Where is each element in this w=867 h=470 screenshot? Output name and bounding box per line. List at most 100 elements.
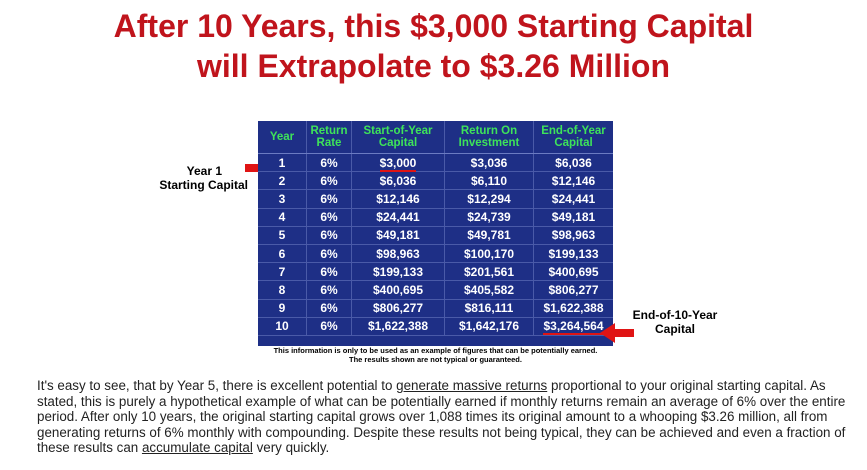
cell-rate: 6% — [306, 317, 352, 336]
table-row: 6 6% $98,963 $100,170 $199,133 — [258, 244, 613, 264]
cell-year-value: 7 — [278, 264, 286, 279]
headline-line-1: After 10 Years, this $3,000 Starting Cap… — [113, 8, 754, 44]
cell-rate: 6% — [306, 262, 352, 282]
cell-rate-value: 6% — [320, 246, 338, 261]
roi-table: Year Return Rate Start-of-Year Capital Ret… — [258, 121, 613, 336]
end-capital-label-line-2: Capital — [654, 322, 695, 336]
cell-end-value: $49,181 — [551, 210, 596, 225]
cell-start: $3,000 — [351, 153, 445, 173]
cell-roi: $24,739 — [444, 208, 534, 227]
table-row: 2 6% $6,036 $6,110 $12,146 — [258, 171, 613, 191]
cell-end: $199,133 — [533, 244, 613, 264]
cell-roi: $12,294 — [444, 189, 534, 209]
end-capital-label: End-of-10-Year Capital — [620, 308, 730, 336]
cell-roi-value: $12,294 — [467, 191, 511, 206]
cell-rate-value: 6% — [320, 282, 338, 297]
year1-label: Year 1 Starting Capital — [150, 164, 248, 192]
cell-start-value: $12,146 — [376, 191, 420, 206]
cell-end-value: $3,264,564 — [543, 319, 604, 336]
cell-rate: 6% — [306, 171, 352, 191]
cell-year-value: 1 — [278, 155, 286, 170]
cell-end-value: $6,036 — [555, 155, 592, 170]
col-header-start: Start-of-Year Capital — [351, 121, 445, 154]
cell-year-value: 8 — [278, 282, 286, 297]
cell-year-value: 5 — [278, 228, 286, 243]
investment-table: Year Return Rate Start-of-Year Capital Ret… — [258, 121, 613, 346]
cell-start: $6,036 — [351, 171, 445, 191]
cell-roi-value: $405,582 — [463, 282, 515, 297]
cell-year: 2 — [258, 171, 307, 191]
cell-start: $199,133 — [351, 262, 445, 282]
cell-roi: $405,582 — [444, 280, 534, 300]
col-header-end: End-of-Year Capital — [533, 121, 613, 154]
cell-year-value: 10 — [275, 319, 289, 334]
cell-end-value: $806,277 — [548, 282, 599, 297]
cell-roi-value: $100,170 — [463, 246, 515, 261]
left-arrow-icon — [600, 323, 634, 343]
cell-rate: 6% — [306, 299, 352, 318]
paragraph-text-3: very quickly. — [252, 440, 330, 455]
cell-start-value: $1,622,388 — [367, 319, 429, 334]
cell-end-value: $24,441 — [551, 191, 596, 206]
cell-end: $12,146 — [533, 171, 613, 191]
cell-roi: $49,781 — [444, 226, 534, 245]
cell-roi-value: $201,561 — [463, 264, 515, 279]
cell-roi: $100,170 — [444, 244, 534, 264]
cell-start: $1,622,388 — [351, 317, 445, 336]
cell-start-value: $24,441 — [376, 210, 420, 225]
cell-year-value: 4 — [278, 210, 286, 225]
cell-rate: 6% — [306, 189, 352, 209]
col-header-year: Year — [258, 121, 307, 154]
cell-start-value: $3,000 — [379, 155, 417, 172]
accumulate-capital-link[interactable]: accumulate capital — [141, 440, 253, 455]
cell-rate: 6% — [306, 208, 352, 227]
cell-start: $806,277 — [351, 299, 445, 318]
table-header-row: Year Return Rate Start-of-Year Capital Ret… — [258, 121, 613, 154]
end-capital-label-line-1: End-of-10-Year — [632, 308, 718, 322]
generate-massive-returns-link[interactable]: generate massive returns — [396, 378, 548, 393]
table-row: 9 6% $806,277 $816,111 $1,622,388 — [258, 299, 613, 318]
cell-end: $1,622,388 — [533, 299, 613, 318]
cell-year: 4 — [258, 208, 307, 227]
headline: After 10 Years, this $3,000 Starting Cap… — [0, 6, 867, 86]
cell-roi-value: $24,739 — [467, 210, 511, 225]
year1-label-line-2: Starting Capital — [159, 178, 248, 192]
cell-roi-value: $3,036 — [470, 155, 508, 170]
cell-rate-value: 6% — [320, 264, 338, 279]
cell-end: $806,277 — [533, 280, 613, 300]
cell-start-value: $6,036 — [379, 173, 417, 188]
cell-start-value: $806,277 — [372, 301, 424, 316]
table-row: 1 6% $3,000 $3,036 $6,036 — [258, 153, 613, 173]
col-header-roi: Return On Investment — [444, 121, 534, 154]
cell-roi: $3,036 — [444, 153, 534, 173]
disclaimer-line-1: This information is only to be used as a… — [273, 346, 598, 355]
cell-roi-value: $49,781 — [467, 228, 511, 243]
cell-rate-value: 6% — [320, 155, 338, 170]
cell-roi: $201,561 — [444, 262, 534, 282]
cell-roi-value: $816,111 — [464, 301, 514, 316]
cell-start: $98,963 — [351, 244, 445, 264]
cell-rate-value: 6% — [320, 319, 338, 334]
explanation-paragraph: It's easy to see, that by Year 5, there … — [37, 378, 847, 456]
cell-year-value: 2 — [278, 173, 286, 188]
cell-rate-value: 6% — [320, 228, 338, 243]
cell-start: $24,441 — [351, 208, 445, 227]
cell-roi: $816,111 — [444, 299, 534, 318]
headline-line-2: will Extrapolate to $3.26 Million — [197, 48, 670, 84]
cell-end-value: $1,622,388 — [543, 301, 604, 316]
table-disclaimer: This information is only to be used as a… — [258, 346, 613, 364]
cell-rate: 6% — [306, 153, 352, 173]
cell-rate-value: 6% — [320, 191, 338, 206]
cell-rate: 6% — [306, 226, 352, 245]
cell-end: $400,695 — [533, 262, 613, 282]
year1-label-line-1: Year 1 — [186, 164, 222, 178]
cell-year: 8 — [258, 280, 307, 300]
cell-year: 3 — [258, 189, 307, 209]
cell-year: 9 — [258, 299, 307, 318]
cell-year: 10 — [258, 317, 307, 336]
cell-rate-value: 6% — [320, 210, 338, 225]
cell-end-value: $12,146 — [551, 173, 596, 188]
cell-year-value: 9 — [278, 301, 286, 316]
disclaimer-line-2: The results shown are not typical or gua… — [349, 355, 522, 364]
table-row: 10 6% $1,622,388 $1,642,176 $3,264,564 — [258, 317, 613, 336]
